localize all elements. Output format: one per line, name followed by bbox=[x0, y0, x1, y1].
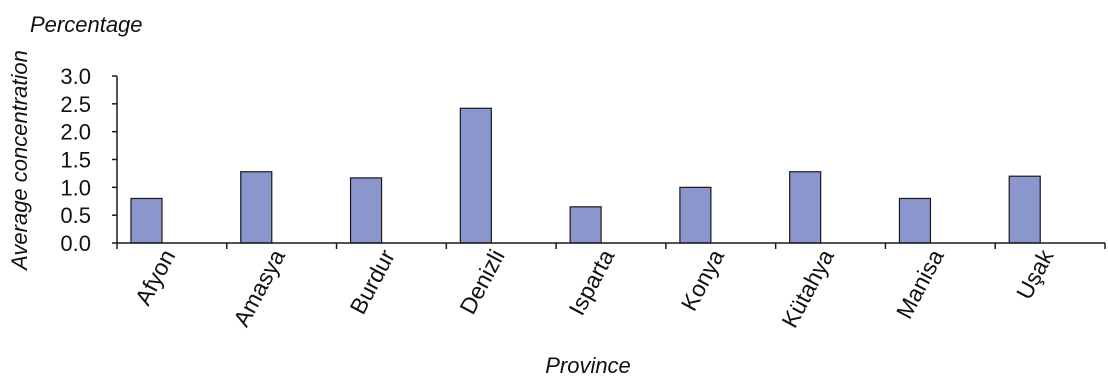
bar-amasya bbox=[240, 171, 273, 244]
bar-konya bbox=[679, 186, 712, 244]
x-tick-label: Konya bbox=[676, 245, 730, 315]
y-tick-label: 2.5 bbox=[60, 92, 91, 117]
x-tick-label: Denizli bbox=[454, 245, 509, 318]
x-tick-label: Amasya bbox=[228, 245, 290, 331]
bar-manisa bbox=[898, 197, 932, 244]
y-tick-label: 2.0 bbox=[60, 120, 91, 145]
bar-kütahya bbox=[789, 171, 822, 244]
x-tick-label: Burdur bbox=[344, 245, 400, 318]
y-tick-label: 3.0 bbox=[60, 64, 91, 89]
y-axis-label: Average concentration bbox=[7, 50, 32, 272]
bar-isparta bbox=[569, 206, 602, 244]
bar-afyon bbox=[130, 197, 163, 244]
bars bbox=[130, 107, 1041, 244]
x-axis-label: Province bbox=[545, 353, 631, 377]
bar-uşak bbox=[1008, 175, 1041, 244]
x-axis-ticks: Afyon Amasya Burdur Denizli Isparta Konya Küta… bbox=[116, 243, 1106, 332]
y-tick-label: 1.5 bbox=[60, 148, 91, 173]
y-axis-ticks: 0.0 0.5 1.01.5 2.0 2.5 3.0 bbox=[60, 64, 117, 256]
x-tick-label: Kütahya bbox=[776, 245, 839, 332]
x-tick-label: Uşak bbox=[1011, 245, 1059, 304]
bar-burdur bbox=[349, 177, 383, 244]
y-tick-label: 0.0 bbox=[60, 231, 91, 256]
chart-title: Percentage bbox=[30, 12, 143, 37]
y-tick-label: 1.0 bbox=[60, 175, 91, 200]
bar-denizli bbox=[459, 107, 492, 244]
y-tick-label: 0.5 bbox=[60, 203, 91, 228]
x-tick-label: Manisa bbox=[891, 245, 949, 323]
x-tick-label: Afyon bbox=[130, 245, 181, 309]
x-tick-label: Isparta bbox=[563, 245, 619, 319]
